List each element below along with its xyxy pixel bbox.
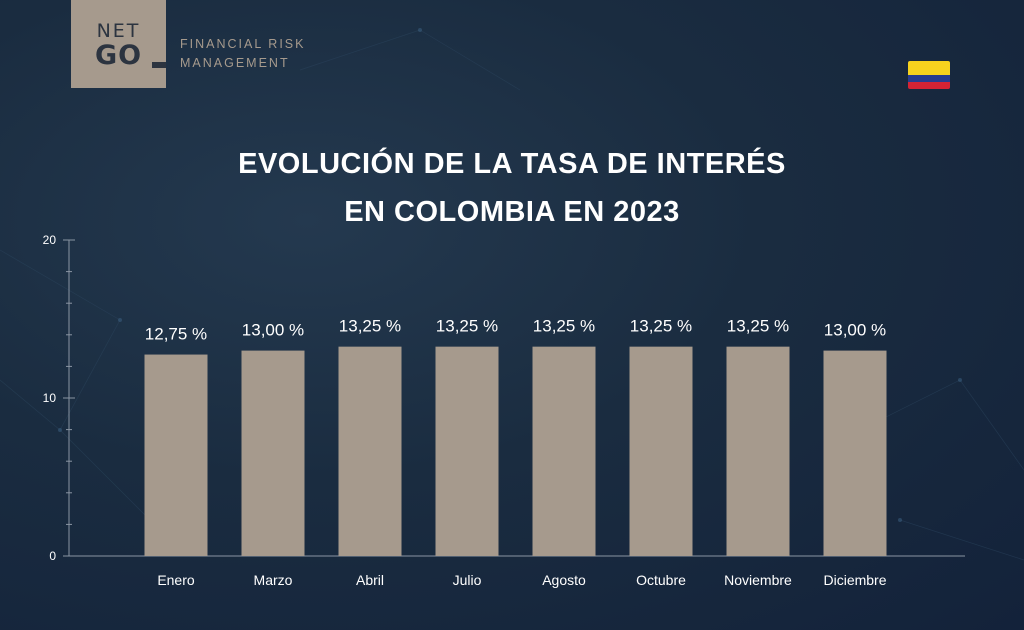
- colombia-flag-icon: [908, 61, 950, 89]
- logo-text-go: GO: [94, 40, 143, 71]
- x-tick-label: Octubre: [636, 572, 686, 588]
- tagline-line-1: FINANCIAL RISK: [180, 37, 306, 51]
- logo-text-net: NET: [96, 20, 141, 42]
- x-tick-label: Enero: [157, 572, 195, 588]
- chart-title-line-1: EVOLUCIÓN DE LA TASA DE INTERÉS: [238, 148, 786, 180]
- bar: [726, 346, 790, 556]
- brand-tagline: FINANCIAL RISK MANAGEMENT: [180, 35, 305, 73]
- logo-dot: [152, 62, 166, 68]
- x-tick-label: Abril: [356, 572, 384, 588]
- bar-value-label: 12,75 %: [145, 325, 207, 344]
- x-tick-label: Noviembre: [724, 572, 792, 588]
- chart-title-line-2: EN COLOMBIA EN 2023: [344, 196, 680, 228]
- y-tick-label: 0: [49, 549, 56, 563]
- bar: [435, 346, 499, 556]
- bar: [629, 346, 693, 556]
- y-tick-label: 20: [43, 233, 57, 247]
- bar: [823, 350, 887, 556]
- bar-value-label: 13,00 %: [242, 321, 304, 340]
- netgo-logo: NET GO: [71, 0, 166, 88]
- bar-value-label: 13,25 %: [533, 317, 595, 336]
- bar-value-label: 13,25 %: [436, 317, 498, 336]
- x-tick-label: Marzo: [254, 572, 293, 588]
- bar: [338, 346, 402, 556]
- x-tick-label: Agosto: [542, 572, 586, 588]
- bar-value-label: 13,25 %: [630, 317, 692, 336]
- bar-value-label: 13,25 %: [727, 317, 789, 336]
- y-tick-label: 10: [43, 391, 57, 405]
- bar: [144, 354, 208, 556]
- tagline-line-2: MANAGEMENT: [180, 56, 290, 70]
- bar-value-label: 13,00 %: [824, 321, 886, 340]
- bar: [532, 346, 596, 556]
- bar-value-label: 13,25 %: [339, 317, 401, 336]
- x-tick-label: Diciembre: [823, 572, 886, 588]
- x-tick-label: Julio: [453, 572, 482, 588]
- bar: [241, 350, 305, 556]
